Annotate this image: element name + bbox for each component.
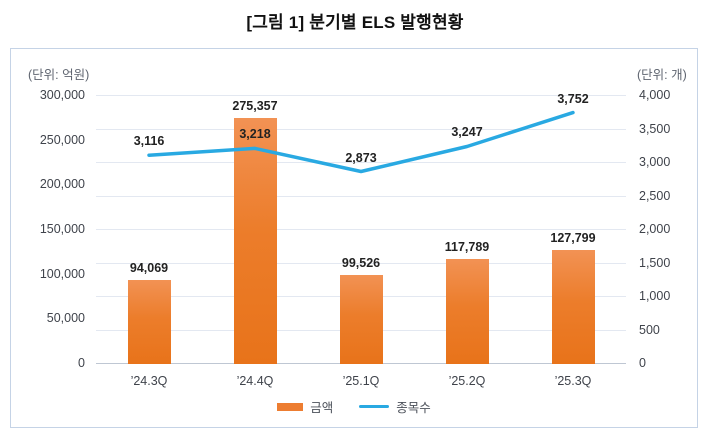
left-axis-tick: 0	[78, 356, 85, 370]
legend-label-count: 종목수	[396, 401, 431, 415]
gridline	[96, 195, 626, 197]
right-axis-tick: 500	[639, 322, 660, 337]
left-axis-tick: 100,000	[39, 266, 85, 281]
right-axis-tick: 4,000	[639, 88, 671, 102]
plot-area: 94,069 275,357 99,526 117,789 127,799 3,116 3,…	[96, 92, 626, 364]
chart-container: (단위: 억원) (단위: 개) 94,069 275,357 99,526 117,…	[10, 48, 698, 428]
x-axis-label: ’24.4Q	[236, 374, 274, 388]
gridline	[96, 229, 626, 230]
x-axis-label: ’25.1Q	[342, 374, 380, 388]
left-axis-tick: 300,000	[39, 88, 85, 102]
line-value-label: 3,247	[451, 125, 483, 140]
legend-item-amount: 금액	[277, 397, 333, 416]
x-axis-label: ’25.3Q	[554, 374, 592, 388]
right-axis-tick: 1,000	[639, 289, 671, 303]
gridline	[96, 128, 626, 130]
bar-series-swatch-icon	[277, 402, 304, 411]
line-value-label: 3,752	[557, 91, 589, 106]
legend-item-count: 종목수	[359, 397, 431, 416]
line-value-label: 3,116	[133, 134, 165, 149]
line-series	[147, 110, 575, 174]
right-axis-tick: 3,500	[639, 121, 671, 136]
left-axis-tick: 250,000	[39, 132, 85, 147]
x-axis-label: ’25.2Q	[448, 374, 486, 388]
bar-’24.3Q	[127, 279, 171, 364]
gridline	[96, 95, 626, 96]
gridline	[96, 262, 626, 264]
left-axis-tick: 50,000	[46, 311, 85, 326]
bar-’25.2Q	[445, 258, 489, 364]
line-series-svg	[147, 110, 575, 174]
bar-’25.1Q	[339, 275, 383, 364]
left-axis-tick: 150,000	[39, 222, 85, 236]
bar-value-label: 99,526	[341, 256, 381, 271]
right-axis-unit-label: (단위: 개)	[637, 68, 687, 82]
x-axis-label: ’24.3Q	[130, 374, 168, 388]
legend: 금액 종목수	[11, 397, 697, 416]
bar-’24.4Q	[233, 118, 277, 364]
line-value-label: 3,218	[239, 127, 271, 142]
right-axis-tick: 1,500	[639, 255, 671, 270]
chart-title: [그림 1] 분기별 ELS 발행현황	[246, 13, 464, 32]
bar-’25.3Q	[551, 249, 595, 364]
line-value-label: 2,873	[345, 150, 377, 165]
legend-label-amount: 금액	[310, 401, 334, 415]
right-axis-tick: 2,500	[639, 188, 671, 203]
left-axis-unit-label: (단위: 억원)	[28, 68, 90, 82]
bar-value-label: 275,357	[232, 99, 278, 114]
right-axis-tick: 3,000	[639, 155, 671, 169]
bar-value-label: 117,789	[444, 239, 490, 254]
gridline	[96, 162, 626, 163]
right-axis-tick: 0	[639, 356, 646, 370]
line-series-swatch-icon	[359, 404, 390, 409]
bar-value-label: 94,069	[129, 260, 169, 275]
right-axis-tick: 2,000	[639, 222, 671, 236]
bar-value-label: 127,799	[550, 230, 596, 245]
left-axis-tick: 200,000	[39, 177, 85, 192]
